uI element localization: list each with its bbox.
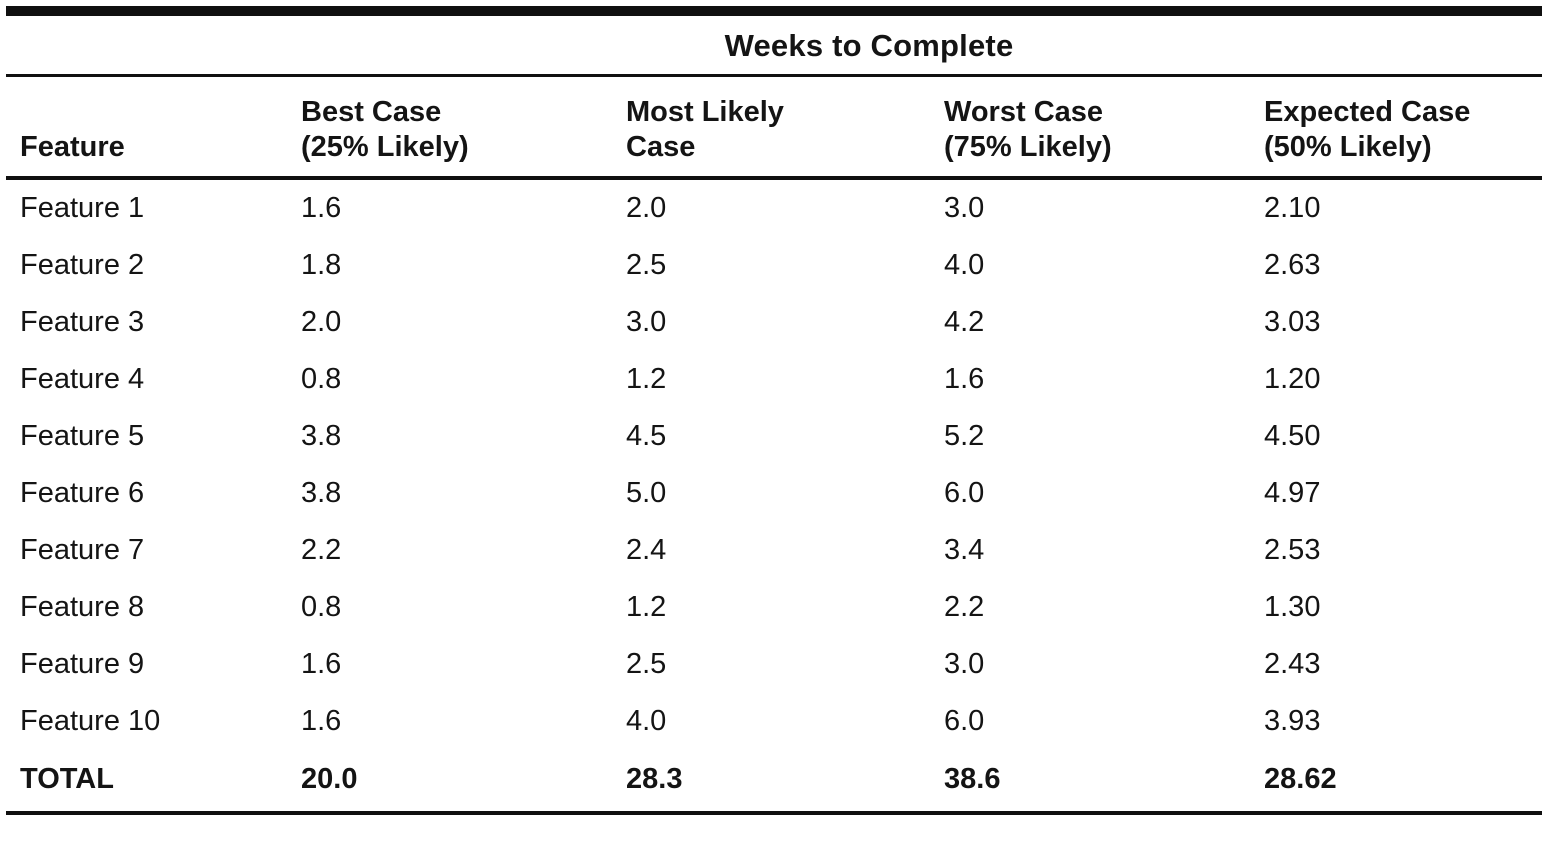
- table-row: Feature 7 2.2 2.4 3.4 2.53: [6, 522, 1542, 579]
- cell-likely: 4.0: [626, 704, 667, 737]
- table-row: Feature 9 1.6 2.5 3.0 2.43: [6, 636, 1542, 693]
- cell-expected: 4.97: [1264, 476, 1321, 509]
- cell-worst: 4.2: [944, 305, 985, 338]
- cell-likely: 2.0: [626, 191, 667, 224]
- header-feature: Feature: [6, 77, 286, 180]
- cell-best: 0.8: [301, 362, 342, 395]
- cell-expected: 3.03: [1264, 305, 1321, 338]
- cell-expected: 3.93: [1264, 704, 1321, 737]
- table-row: Feature 3 2.0 3.0 4.2 3.03: [6, 294, 1542, 351]
- cell-feature: Feature 3: [20, 305, 145, 338]
- total-cell-worst: 38.6: [944, 762, 1001, 795]
- header-worst: Worst Case (75% Likely): [929, 77, 1249, 180]
- table-row: Feature 5 3.8 4.5 5.2 4.50: [6, 408, 1542, 465]
- cell-expected: 1.30: [1264, 590, 1321, 623]
- cell-expected: 2.10: [1264, 191, 1321, 224]
- total-cell-expected: 28.62: [1264, 762, 1337, 795]
- table-body: Feature 1 1.6 2.0 3.0 2.10 Feature 2 1.8…: [6, 178, 1542, 811]
- cell-feature: Feature 2: [20, 248, 145, 281]
- table-header: Feature Best Case (25% Likely) Most Like…: [6, 77, 1542, 180]
- cell-best: 0.8: [301, 590, 342, 623]
- cell-feature: Feature 7: [20, 533, 145, 566]
- header-best: Best Case (25% Likely): [286, 77, 611, 180]
- cell-worst: 3.4: [944, 533, 985, 566]
- weeks-to-complete-table: Feature Best Case (25% Likely) Most Like…: [6, 77, 1542, 811]
- cell-expected: 2.53: [1264, 533, 1321, 566]
- cell-likely: 1.2: [626, 362, 667, 395]
- cell-feature: Feature 1: [20, 191, 145, 224]
- cell-best: 1.6: [301, 647, 342, 680]
- cell-worst: 6.0: [944, 476, 985, 509]
- cell-worst: 2.2: [944, 590, 985, 623]
- cell-best: 2.0: [301, 305, 342, 338]
- total-row: TOTAL 20.0 28.3 38.6 28.62: [6, 750, 1542, 811]
- cell-best: 1.6: [301, 191, 342, 224]
- cell-best: 1.8: [301, 248, 342, 281]
- cell-likely: 2.4: [626, 533, 667, 566]
- cell-feature: Feature 6: [20, 476, 145, 509]
- table-row: Feature 6 3.8 5.0 6.0 4.97: [6, 465, 1542, 522]
- cell-worst: 5.2: [944, 419, 985, 452]
- cell-worst: 6.0: [944, 704, 985, 737]
- cell-feature: Feature 9: [20, 647, 145, 680]
- cell-worst: 3.0: [944, 191, 985, 224]
- cell-expected: 1.20: [1264, 362, 1321, 395]
- estimation-table: Weeks to Complete Feature Best Case (25%…: [6, 6, 1542, 815]
- table-title-row: Weeks to Complete: [6, 16, 1542, 77]
- table-row: Feature 1 1.6 2.0 3.0 2.10: [6, 178, 1542, 237]
- cell-feature: Feature 5: [20, 419, 145, 452]
- header-expected: Expected Case (50% Likely): [1249, 77, 1542, 180]
- cell-likely: 5.0: [626, 476, 667, 509]
- cell-likely: 3.0: [626, 305, 667, 338]
- cell-best: 1.6: [301, 704, 342, 737]
- cell-worst: 4.0: [944, 248, 985, 281]
- table-row: Feature 4 0.8 1.2 1.6 1.20: [6, 351, 1542, 408]
- cell-feature: Feature 4: [20, 362, 145, 395]
- cell-likely: 2.5: [626, 248, 667, 281]
- cell-feature: Feature 10: [20, 704, 161, 737]
- table-row: Feature 2 1.8 2.5 4.0 2.63: [6, 237, 1542, 294]
- cell-expected: 4.50: [1264, 419, 1321, 452]
- table-title: Weeks to Complete: [724, 28, 1014, 63]
- cell-expected: 2.43: [1264, 647, 1321, 680]
- cell-worst: 1.6: [944, 362, 985, 395]
- cell-best: 3.8: [301, 476, 342, 509]
- table-row: Feature 8 0.8 1.2 2.2 1.30: [6, 579, 1542, 636]
- total-cell-best: 20.0: [301, 762, 358, 795]
- total-cell-likely: 28.3: [626, 762, 683, 795]
- cell-best: 3.8: [301, 419, 342, 452]
- cell-best: 2.2: [301, 533, 342, 566]
- header-row: Feature Best Case (25% Likely) Most Like…: [6, 77, 1542, 180]
- cell-expected: 2.63: [1264, 248, 1321, 281]
- cell-feature: Feature 8: [20, 590, 145, 623]
- cell-likely: 2.5: [626, 647, 667, 680]
- cell-worst: 3.0: [944, 647, 985, 680]
- header-likely: Most Likely Case: [611, 77, 929, 180]
- total-label: TOTAL: [20, 762, 114, 795]
- cell-likely: 1.2: [626, 590, 667, 623]
- table-row: Feature 10 1.6 4.0 6.0 3.93: [6, 693, 1542, 750]
- cell-likely: 4.5: [626, 419, 667, 452]
